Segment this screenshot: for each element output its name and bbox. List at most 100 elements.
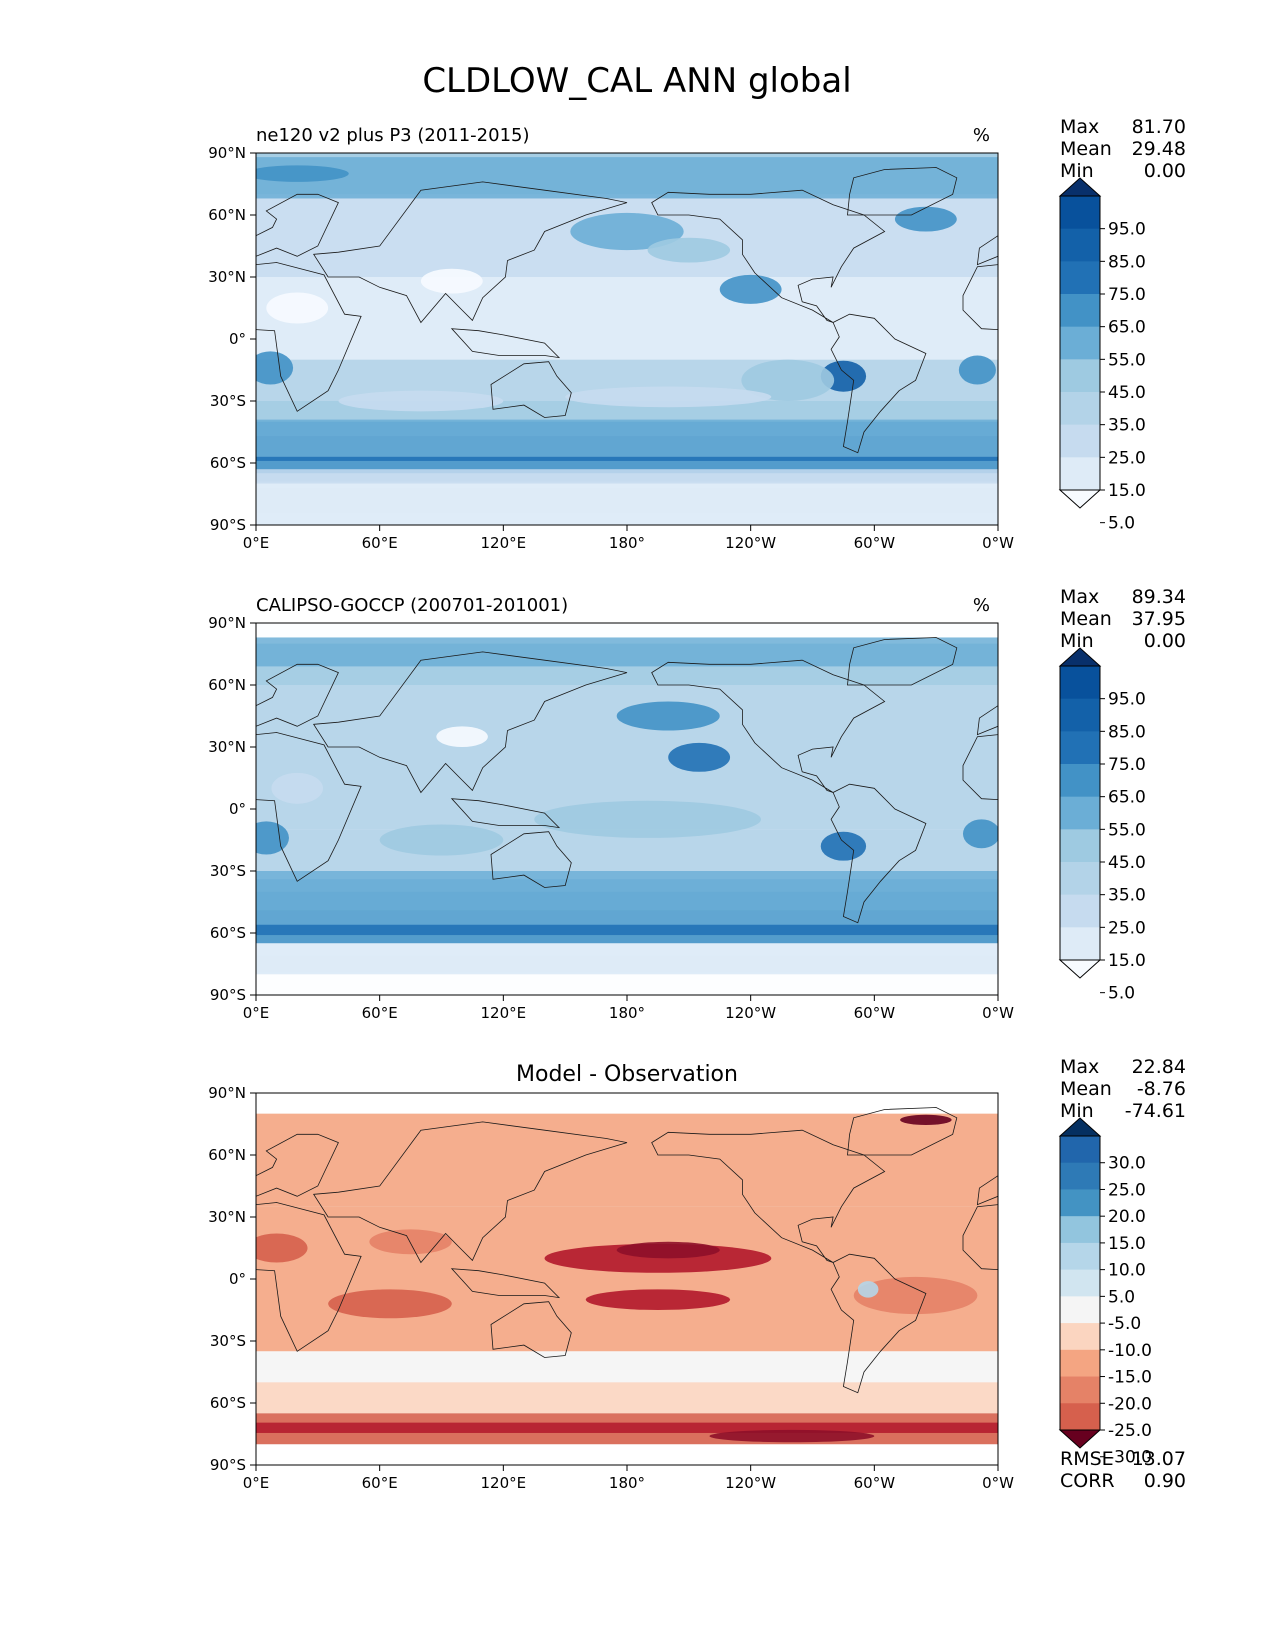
colorbar-frame	[1059, 195, 1101, 491]
colorbar-segment	[1060, 294, 1100, 328]
colorbar-tick-label: 95.0	[1108, 690, 1146, 710]
y-tick-label: 30°N	[208, 738, 246, 756]
x-tick-label: 180°	[609, 534, 645, 552]
map-field	[256, 623, 998, 995]
y-tick-label: 0°	[229, 330, 246, 348]
data-blob	[328, 1289, 452, 1319]
colorbar-segment	[1060, 1216, 1100, 1244]
colorbar-tick-label: 65.0	[1108, 318, 1146, 338]
colorbar: 95.0 85.0 75.0 65.0 55.0 45.0 35.0 25.0 15.0 5.0	[1058, 647, 1146, 1004]
coastline	[256, 663, 339, 727]
panel-title: Model - Observation	[516, 1062, 738, 1087]
y-tick-label: 30°N	[208, 1208, 246, 1226]
colorbar-tick-label: 35.0	[1108, 416, 1146, 436]
coastline	[847, 637, 958, 686]
data-blob	[256, 351, 294, 385]
colorbar-tick-label: -25.0	[1108, 1421, 1152, 1441]
stat-value: 29.48	[1132, 138, 1186, 160]
colorbar-tick-label: 20.0	[1108, 1207, 1146, 1227]
colorbar-frame	[1059, 1135, 1101, 1431]
x-tick-label: 0°W	[982, 534, 1014, 552]
colorbar-tick-label: 75.0	[1108, 755, 1146, 775]
stat-label: Min	[1060, 630, 1094, 652]
colorbar-segment	[1060, 796, 1100, 830]
panel-3: 0°E 60°E 120°E 180° 120°W 60°W 0°W 90°N 60°N 30°N…	[208, 1056, 1186, 1492]
coastline	[651, 659, 886, 793]
colorbar-tick-label: -5.0	[1108, 1314, 1141, 1334]
colorbar-frame	[1059, 665, 1101, 961]
y-tick-label: 60°S	[210, 1394, 246, 1412]
stat-label: CORR	[1060, 1470, 1115, 1492]
data-blob	[565, 386, 772, 408]
data-blob	[369, 1229, 452, 1255]
zonal-band	[256, 1093, 998, 1114]
x-tick-label: 120°W	[725, 534, 776, 552]
colorbar-segment	[1060, 392, 1100, 426]
x-tick-label: 120°E	[481, 1004, 527, 1022]
x-tick-label: 120°E	[481, 534, 527, 552]
data-blob	[570, 212, 684, 251]
coastline	[256, 1202, 362, 1352]
coastline	[313, 1121, 628, 1264]
panel-1: 0°E 60°E 120°E 180° 120°W 60°W 0°W 90°N 60°N 30°N…	[208, 116, 1186, 552]
stat-label: Mean	[1060, 1078, 1112, 1100]
colorbar-segment	[1060, 1136, 1100, 1164]
stat-label: Min	[1060, 160, 1094, 182]
y-tick-label: 90°S	[210, 1456, 246, 1474]
map-field	[256, 153, 998, 525]
colorbar-segment	[1060, 1376, 1100, 1404]
data-blob	[900, 1114, 952, 1126]
data-band	[256, 469, 998, 482]
data-band	[256, 157, 998, 199]
colorbar-segment	[1060, 829, 1100, 863]
colorbar-tick-label: 25.0	[1108, 918, 1146, 938]
colorbar-segment	[1060, 1189, 1100, 1217]
colorbar-tick-label: 15.0	[1108, 1234, 1146, 1254]
stat-value: 81.70	[1132, 116, 1186, 138]
coastline	[490, 361, 572, 418]
y-tick-label: 90°S	[210, 516, 246, 534]
stat-value: 13.07	[1132, 1448, 1186, 1470]
data-band	[256, 1353, 998, 1370]
stat-label: Max	[1060, 116, 1099, 138]
y-tick-label: 30°S	[210, 862, 246, 880]
colorbar-segment	[1060, 1403, 1100, 1431]
data-blob	[709, 1429, 875, 1443]
stat-label: Max	[1060, 586, 1099, 608]
colorbar: 95.0 85.0 75.0 65.0 55.0 45.0 35.0 25.0 15.0 5.0	[1058, 177, 1146, 534]
data-band	[256, 487, 998, 513]
zonal-band	[256, 277, 998, 360]
y-tick-label: 90°N	[208, 614, 246, 632]
colorbar-tick-label: 30.0	[1108, 1154, 1146, 1174]
x-tick-label: 180°	[609, 1004, 645, 1022]
y-tick-label: 0°	[229, 800, 246, 818]
stat-label: RMSE	[1060, 1448, 1114, 1470]
stat-value: 22.84	[1132, 1056, 1186, 1078]
x-tick-label: 0°E	[243, 534, 270, 552]
coastline	[830, 783, 927, 924]
y-tick-label: 30°N	[208, 268, 246, 286]
x-tick-label: 60°W	[854, 534, 896, 552]
colorbar-segment	[1060, 1296, 1100, 1324]
data-band	[256, 879, 998, 925]
coastline	[256, 732, 362, 882]
colorbar-tick-label: -30.0	[1108, 1448, 1152, 1468]
colorbar: 30.0 25.0 20.0 15.0 10.0 5.0 -5.0 -10.0 -15.0 -20…	[1058, 1117, 1152, 1468]
colorbar-tick-label: 35.0	[1108, 886, 1146, 906]
units-label: %	[973, 595, 990, 616]
colorbar-tick-label: 25.0	[1108, 448, 1146, 468]
data-blob	[853, 1276, 978, 1315]
coastline	[830, 1253, 927, 1394]
coastline	[962, 734, 998, 801]
colorbar-segment	[1060, 731, 1100, 765]
coastline	[651, 1129, 886, 1263]
data-blob	[719, 274, 782, 304]
colorbar-segment	[1060, 894, 1100, 928]
y-tick-label: 90°N	[208, 144, 246, 162]
stat-value: 89.34	[1132, 586, 1186, 608]
x-tick-label: 60°E	[362, 1474, 398, 1492]
colorbar-tick-label: 55.0	[1108, 350, 1146, 370]
units-label: %	[973, 125, 990, 146]
colorbar-segment	[1060, 1162, 1100, 1190]
colorbar-tick-label: 45.0	[1108, 853, 1146, 873]
